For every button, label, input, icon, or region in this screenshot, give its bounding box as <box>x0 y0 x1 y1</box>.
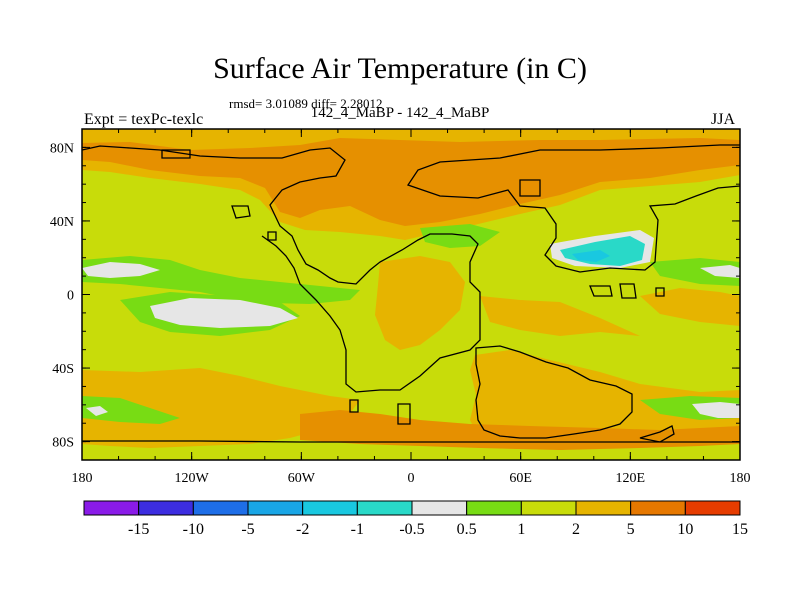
colorbar-label: -1 <box>351 521 364 538</box>
colorbar-swatch <box>356 500 413 516</box>
colorbar-swatch <box>138 500 194 516</box>
y-tick-label: 80N <box>50 141 74 156</box>
x-tick-label: 180 <box>730 471 751 486</box>
coastline-outlines <box>82 144 740 443</box>
y-tick-label: 40S <box>52 362 74 377</box>
colorbar-label: -5 <box>241 521 254 538</box>
x-tick-label: 60W <box>288 471 316 486</box>
blue-region <box>572 250 610 262</box>
colorbar-swatch <box>83 500 140 516</box>
x-tick-label: 120W <box>175 471 210 486</box>
colorbar-label: 5 <box>627 521 635 538</box>
season-label: JJA <box>711 111 736 128</box>
colorbar-label: 2 <box>572 521 580 538</box>
x-tick-label: 60E <box>509 471 532 486</box>
colorbar-label: -15 <box>128 521 149 538</box>
colorbar-label: 10 <box>677 521 693 538</box>
x-tick-label: 180 <box>72 471 93 486</box>
colorbar-swatch <box>520 500 577 516</box>
map-field <box>82 129 740 460</box>
axis-tick-labels: 180 120W 60W 0 60E 120E 180 80N 40N 0 40S 80S <box>50 141 751 486</box>
colorbar-swatch <box>466 500 522 516</box>
colorbar-swatch <box>411 500 468 516</box>
x-tick-label: 0 <box>408 471 415 486</box>
colorbar-swatch <box>575 500 632 516</box>
colorbar-swatch <box>684 500 741 516</box>
plot-title: Surface Air Temperature (in C) <box>213 52 587 85</box>
y-tick-label: 80S <box>52 436 74 451</box>
colorbar-label: 15 <box>732 521 748 538</box>
colorbar <box>83 500 741 516</box>
colorbar-label: 0.5 <box>457 521 477 538</box>
axis-ticks <box>81 128 741 461</box>
colorbar-labels: -15 -10 -5 -2 -1 -0.5 0.5 1 2 5 10 15 <box>128 521 748 538</box>
colorbar-label: -2 <box>296 521 309 538</box>
colorbar-label: -0.5 <box>399 521 424 538</box>
colorbar-swatch <box>192 500 249 516</box>
colorbar-swatch <box>247 500 304 516</box>
difference-label: 142_4_MaBP - 142_4_MaBP <box>310 105 490 121</box>
experiment-label: Expt = texPc-texlc <box>84 111 204 128</box>
x-tick-label: 120E <box>616 471 646 486</box>
y-tick-label: 40N <box>50 215 74 230</box>
colorbar-label: -10 <box>183 521 204 538</box>
colorbar-swatch <box>630 500 686 516</box>
colorbar-swatch <box>302 500 358 516</box>
stats-line: rmsd= 3.01089 diff= 2.28012 <box>229 96 383 111</box>
colorbar-label: 1 <box>517 521 525 538</box>
y-tick-label: 0 <box>67 289 74 304</box>
